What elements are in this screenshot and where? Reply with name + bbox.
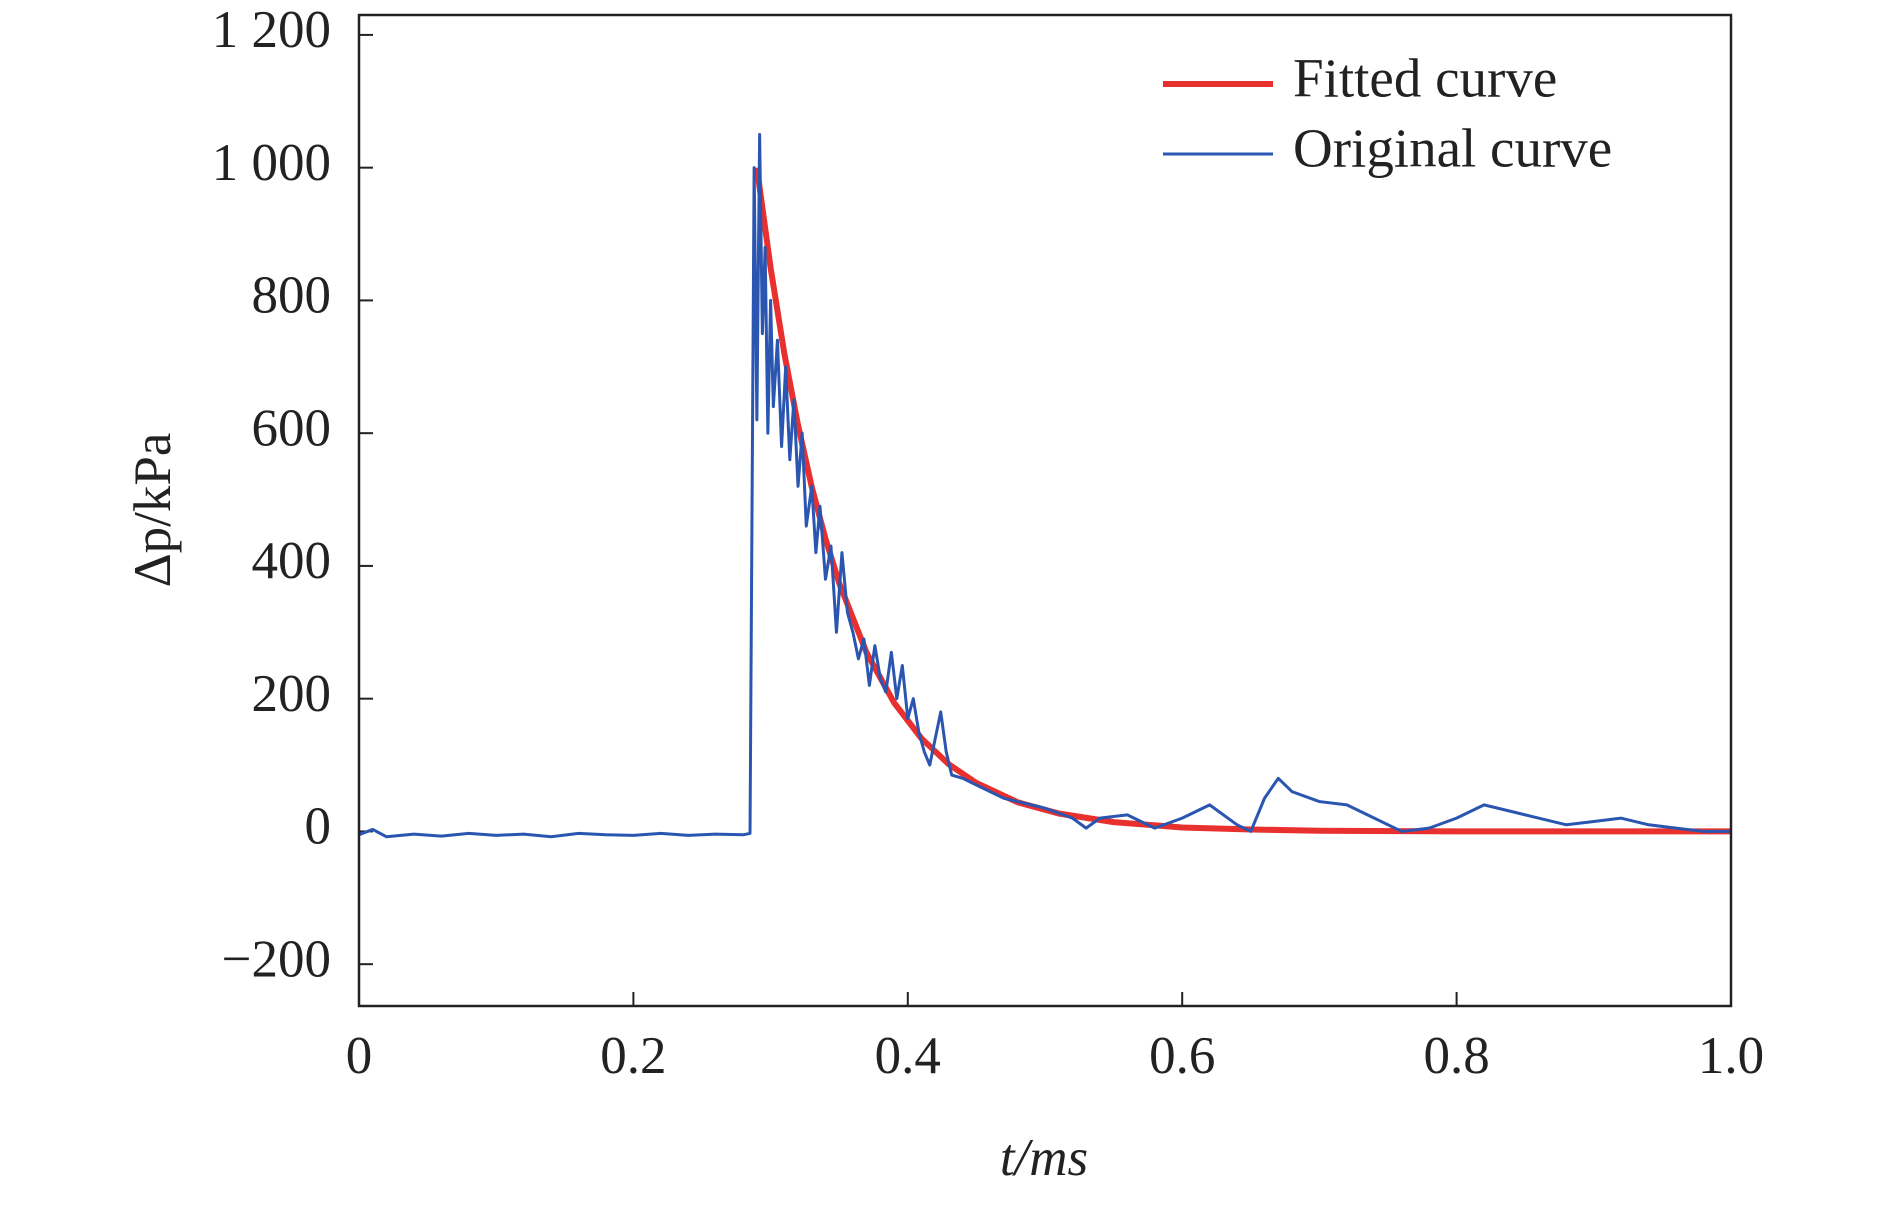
legend-label: Fitted curve [1293, 48, 1557, 109]
x-tick-label: 0.4 [875, 1027, 941, 1085]
x-tick-label: 0.6 [1149, 1027, 1215, 1085]
y-tick-label: 200 [252, 665, 332, 723]
y-tick-label: 0 [305, 798, 332, 856]
y-tick-label: 600 [252, 399, 332, 457]
data-line [358, 132, 1731, 839]
plot-frame [357, 13, 1733, 1008]
x-tick-label: 0.8 [1423, 1027, 1489, 1085]
y-tick-label: 800 [252, 267, 332, 325]
x-tick-label: 0.2 [600, 1027, 666, 1085]
legend-label: Original curve [1293, 118, 1612, 179]
y-tick-label: 400 [252, 532, 332, 590]
y-axis-label: Δp/kPa [124, 433, 182, 588]
y-tick-label: 1 200 [212, 1, 331, 59]
y-tick-label: −200 [222, 930, 331, 988]
x-tick-label: 0 [346, 1027, 373, 1085]
data-line [753, 167, 1731, 835]
y-tick-label: 1 000 [212, 134, 331, 192]
x-tick-label: 1.0 [1698, 1027, 1764, 1085]
x-axis-label: t/ms [1000, 1129, 1088, 1187]
